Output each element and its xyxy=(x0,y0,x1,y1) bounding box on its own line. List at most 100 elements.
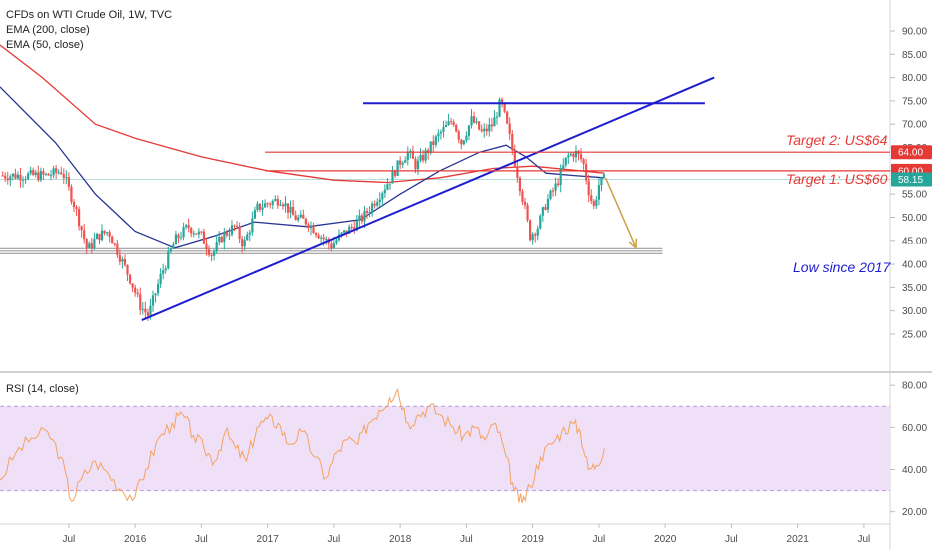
time-tick-label: Jul xyxy=(858,534,871,545)
candle-body xyxy=(32,170,35,175)
candle-body xyxy=(98,233,101,241)
candle-body xyxy=(475,121,478,123)
candle-body xyxy=(187,225,190,229)
candle-body xyxy=(192,233,195,235)
candle-body xyxy=(156,284,160,294)
candle-body xyxy=(299,214,302,218)
candle-body xyxy=(444,125,448,127)
candle-body xyxy=(526,205,529,221)
time-tick-label: 2018 xyxy=(389,534,412,545)
candle-body xyxy=(325,239,328,241)
candle-body xyxy=(70,186,73,202)
candle-body xyxy=(276,198,279,206)
legend-ema50[interactable]: EMA (50, close) xyxy=(6,39,84,51)
candle-body xyxy=(253,210,257,219)
candle-body xyxy=(93,239,96,249)
candle-body xyxy=(340,232,343,235)
candle-body xyxy=(567,155,570,158)
candle-body xyxy=(77,209,81,227)
candle-body xyxy=(21,179,25,181)
candle-body xyxy=(159,273,162,285)
candle-body xyxy=(29,170,32,174)
candle-body xyxy=(65,177,68,179)
candle-body xyxy=(57,172,60,174)
candle-body xyxy=(406,151,409,161)
candle-body xyxy=(49,175,53,177)
candle-body xyxy=(439,131,443,134)
legend-rsi[interactable]: RSI (14, close) xyxy=(6,383,79,395)
candle-body xyxy=(151,295,155,306)
candle-body xyxy=(585,164,588,181)
candle-body xyxy=(141,308,144,310)
candle-body xyxy=(111,236,114,244)
candle-body xyxy=(335,240,338,244)
candle-body xyxy=(350,226,353,228)
price-badge-label: 64.00 xyxy=(898,148,923,159)
candle-body xyxy=(480,129,483,132)
candle-body xyxy=(162,270,165,274)
price-tick-label: 40.00 xyxy=(902,260,927,271)
candle-body xyxy=(579,154,583,160)
price-axis[interactable]: 25.00 30.00 35.00 40.00 45.00 50.00 55.00 60.00… xyxy=(890,26,927,518)
candle-body xyxy=(34,172,37,175)
candle-body xyxy=(144,308,147,313)
time-tick-label: 2020 xyxy=(654,534,677,545)
time-tick-label: Jul xyxy=(328,534,341,545)
candle-body xyxy=(457,131,460,140)
candle-body xyxy=(371,203,374,212)
candle-body xyxy=(393,170,397,176)
annotation-low: Low since 2017 xyxy=(793,259,892,275)
legend-ema200[interactable]: EMA (200, close) xyxy=(6,24,90,36)
candle-body xyxy=(19,174,22,181)
candle-body xyxy=(243,240,246,247)
legend-symbol[interactable]: CFDs on WTI Crude Oil, 1W, TVC xyxy=(6,9,172,21)
forecast-arrow xyxy=(604,177,637,249)
candle-body xyxy=(39,171,42,181)
candle-body xyxy=(365,210,369,213)
candle-body xyxy=(427,150,430,153)
candle-body xyxy=(164,268,167,271)
candle-body xyxy=(544,207,547,210)
candle-body xyxy=(6,178,9,181)
candle-body xyxy=(307,224,310,229)
price-badge xyxy=(891,172,932,187)
candle-body xyxy=(587,180,590,196)
candle-body xyxy=(123,259,127,265)
candle-body xyxy=(185,225,188,228)
candle-body xyxy=(128,274,132,284)
candle-body xyxy=(411,151,414,159)
time-tick-label: Jul xyxy=(593,534,606,545)
candles-group xyxy=(1,97,606,321)
candle-body xyxy=(437,133,440,137)
candle-body xyxy=(24,178,27,180)
candle-body xyxy=(414,158,417,170)
candle-body xyxy=(536,228,539,236)
candle-body xyxy=(462,140,465,145)
price-tick-label: 70.00 xyxy=(902,120,927,131)
candle-body xyxy=(322,237,325,240)
candle-body xyxy=(230,225,234,235)
candle-body xyxy=(424,150,427,161)
candle-body xyxy=(447,121,450,126)
candle-body xyxy=(483,128,486,132)
candle-body xyxy=(83,230,86,240)
candle-body xyxy=(126,264,129,275)
candle-body xyxy=(416,160,420,170)
candle-body xyxy=(314,233,318,236)
candle-body xyxy=(373,203,376,206)
candle-body xyxy=(539,215,542,229)
candle-body xyxy=(220,237,223,243)
candle-body xyxy=(75,207,78,210)
candle-body xyxy=(149,305,152,316)
time-tick-label: 2021 xyxy=(787,534,810,545)
candle-body xyxy=(121,259,124,262)
candle-body xyxy=(95,233,99,240)
candle-body xyxy=(177,234,180,239)
candle-body xyxy=(55,168,58,173)
candle-body xyxy=(506,111,509,124)
candle-body xyxy=(551,190,555,192)
time-axis[interactable]: Jul 2016 Jul 2017 Jul 2018 Jul 2019 Jul 2020 Jul 20… xyxy=(63,524,871,545)
candle-body xyxy=(355,220,358,231)
candle-body xyxy=(286,203,290,213)
